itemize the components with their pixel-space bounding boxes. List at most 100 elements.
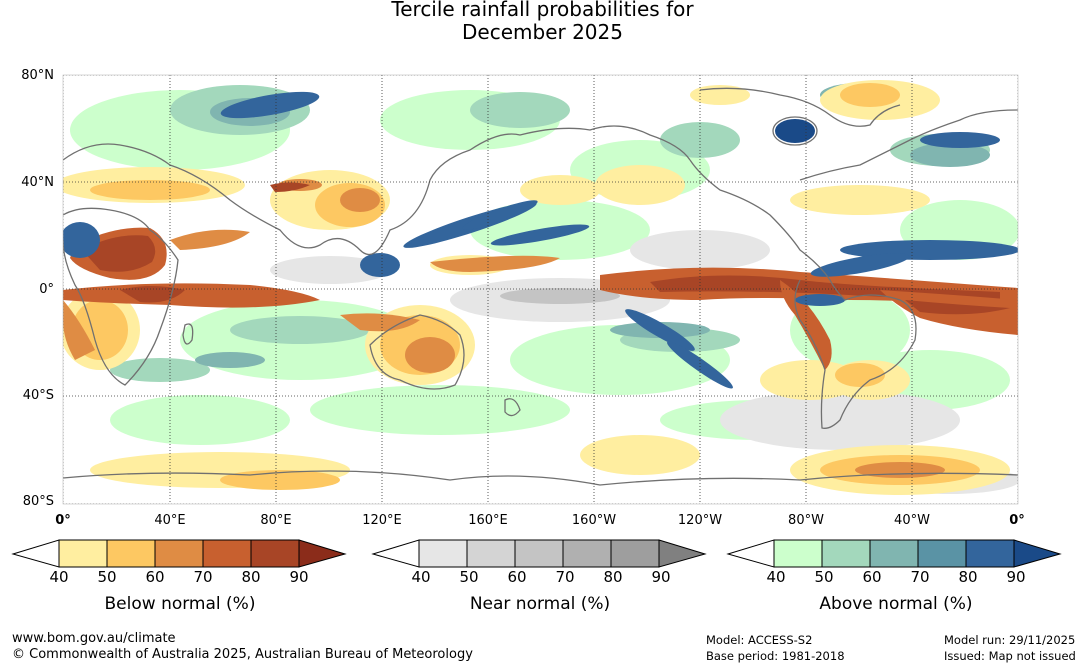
issued-status: Issued: Map not issued <box>944 649 1076 663</box>
base-period: Base period: 1981-2018 <box>706 649 845 663</box>
map-area <box>63 75 1018 504</box>
lon-label-0-west: 0° <box>55 513 71 528</box>
dark-orange-region-1 <box>340 188 380 212</box>
below-tick-40: 40 <box>49 568 69 586</box>
lon-label-40e: 40°E <box>154 513 186 528</box>
near-tick-70: 70 <box>555 568 575 586</box>
lon-label-80w: 80°W <box>788 513 824 528</box>
sahel-band-inner <box>82 235 156 272</box>
below-normal-colorbar <box>11 539 347 568</box>
above-tick-50: 50 <box>814 568 834 586</box>
blue-streak-10 <box>462 200 538 230</box>
above-normal-swatch-2 <box>821 539 871 568</box>
hudson-bay-dark-blue <box>775 119 815 143</box>
lon-label-120w: 120°W <box>677 513 723 528</box>
north-pacific-band <box>430 255 560 272</box>
lon-label-40w: 40°W <box>894 513 930 528</box>
grey-region-2 <box>270 256 390 284</box>
coastline-3 <box>799 109 1018 181</box>
indonesia-band <box>340 313 420 332</box>
blue-streak-3 <box>810 253 910 277</box>
below-normal-swatch-5 <box>250 539 300 568</box>
above-normal-low-arrow <box>726 539 775 568</box>
above-normal-colorbar <box>726 539 1062 568</box>
lat-label-40s: 40°S <box>22 388 54 403</box>
near-normal-swatch-1 <box>418 539 468 568</box>
lon-label-160w: 160°W <box>571 513 617 528</box>
map-title-line-1: Tercile rainfall probabilities for <box>391 0 694 21</box>
below-tick-60: 60 <box>145 568 165 586</box>
model-name: Model: ACCESS-S2 <box>706 633 813 647</box>
blue-streak-4 <box>625 309 695 351</box>
below-normal-swatch-1 <box>58 539 108 568</box>
above-tick-40: 40 <box>766 568 786 586</box>
lon-label-80e: 80°E <box>260 513 292 528</box>
dark-orange-region-0 <box>405 337 455 373</box>
above-normal-label: Above normal (%) <box>819 594 973 614</box>
near-normal-swatch-3 <box>514 539 564 568</box>
yellow-region-12 <box>760 360 860 400</box>
yellow-region-10 <box>520 175 600 205</box>
below-normal-label: Below normal (%) <box>104 594 256 614</box>
blue-streak-7 <box>63 222 100 258</box>
below-normal-high-arrow <box>298 539 347 568</box>
near-tick-60: 60 <box>507 568 527 586</box>
teal-region-2 <box>660 122 740 158</box>
website-link[interactable]: www.bom.gov.au/climate <box>12 631 176 646</box>
coastline-8 <box>699 87 901 127</box>
teal-region-1 <box>470 92 570 128</box>
above-tick-70: 70 <box>910 568 930 586</box>
blue-streak-9 <box>920 132 1000 148</box>
coastlines <box>63 87 1018 486</box>
lon-label-120e: 120°E <box>362 513 402 528</box>
near-normal-label: Near normal (%) <box>469 594 611 614</box>
orange-region-6 <box>835 363 885 387</box>
below-tick-80: 80 <box>241 568 261 586</box>
below-tick-50: 50 <box>97 568 117 586</box>
lon-label-0-east: 0° <box>1009 513 1025 528</box>
gridlines <box>63 75 1018 504</box>
above-normal-swatch-3 <box>869 539 919 568</box>
coastline-0 <box>63 207 179 386</box>
africa-core <box>120 286 185 303</box>
blue-streak-8 <box>220 91 320 119</box>
teal-region-5 <box>110 358 210 382</box>
arabia-band <box>170 229 250 250</box>
coastline-5 <box>504 398 521 417</box>
near-tick-50: 50 <box>459 568 479 586</box>
coastline-1 <box>63 125 691 256</box>
near-tick-40: 40 <box>411 568 431 586</box>
hudson-bay-outline <box>772 116 818 146</box>
above-tick-60: 60 <box>862 568 882 586</box>
model-run-date: Model run: 29/11/2025 <box>944 633 1076 647</box>
near-tick-80: 80 <box>603 568 623 586</box>
above-normal-swatch-4 <box>917 539 967 568</box>
lat-label-0: 0° <box>39 282 54 297</box>
map-frame <box>62 74 1019 505</box>
below-normal-swatch-3 <box>154 539 204 568</box>
yellow-region-9 <box>790 185 930 215</box>
above-normal-swatch-1 <box>773 539 823 568</box>
lat-label-80n: 80°N <box>21 68 54 83</box>
blue-streak-1 <box>490 224 590 246</box>
lon-label-160e: 160°E <box>468 513 508 528</box>
coastline-4 <box>369 314 465 390</box>
orange-region-2 <box>90 180 210 200</box>
blue-streak-6 <box>795 294 845 306</box>
near-normal-swatch-2 <box>466 539 516 568</box>
grey-dark-region <box>500 288 620 304</box>
below-normal-low-arrow <box>11 539 60 568</box>
near-normal-high-arrow <box>658 539 707 568</box>
above-tick-80: 80 <box>958 568 978 586</box>
central-asia-spot <box>270 182 310 192</box>
green-region-6 <box>310 385 570 435</box>
below-tick-70: 70 <box>193 568 213 586</box>
orange-region-5 <box>840 83 900 107</box>
green-region-8 <box>110 395 290 445</box>
probability-regions <box>63 80 1018 495</box>
coastline-2 <box>689 159 917 429</box>
yellow-region-3 <box>595 165 685 205</box>
map-title-line-2: December 2025 <box>462 20 623 44</box>
below-tick-90: 90 <box>289 568 309 586</box>
